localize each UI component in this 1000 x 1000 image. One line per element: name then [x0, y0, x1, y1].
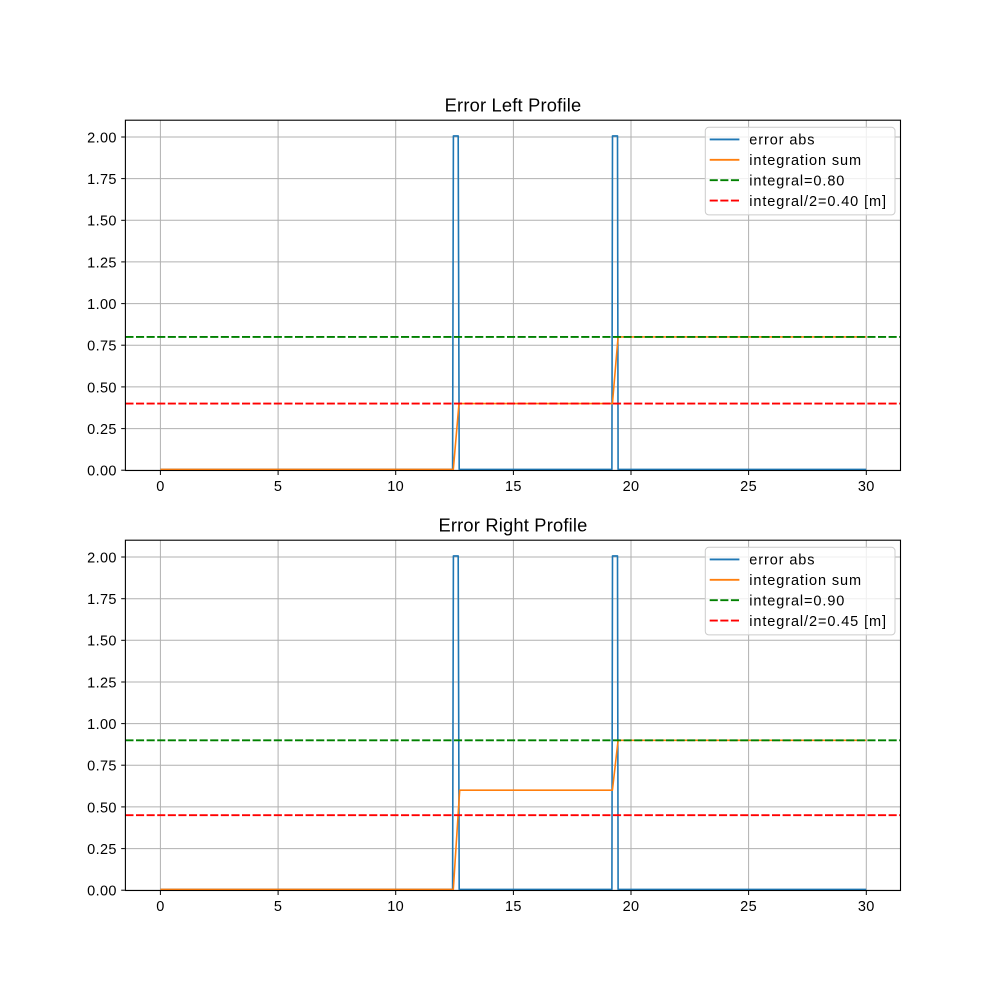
svg-text:0: 0 [156, 479, 164, 495]
svg-text:1.25: 1.25 [87, 255, 117, 271]
svg-text:2.00: 2.00 [87, 130, 117, 146]
svg-text:integration sum: integration sum [749, 153, 862, 169]
svg-text:5: 5 [274, 479, 282, 495]
svg-text:0.00: 0.00 [87, 884, 117, 900]
svg-text:error abs: error abs [749, 133, 815, 149]
svg-text:integral/2=0.45 [m]: integral/2=0.45 [m] [749, 614, 887, 630]
svg-text:integral/2=0.40 [m]: integral/2=0.40 [m] [749, 194, 887, 210]
svg-text:integration sum: integration sum [749, 573, 862, 589]
svg-text:0.50: 0.50 [87, 380, 117, 396]
svg-text:10: 10 [387, 479, 404, 495]
svg-text:1.50: 1.50 [87, 634, 117, 650]
svg-text:10: 10 [387, 899, 404, 915]
svg-text:5: 5 [274, 899, 282, 915]
svg-text:1.50: 1.50 [87, 214, 117, 230]
svg-text:1.25: 1.25 [87, 675, 117, 691]
svg-text:25: 25 [740, 899, 757, 915]
svg-text:30: 30 [858, 899, 875, 915]
svg-text:error abs: error abs [749, 553, 815, 569]
svg-text:1.75: 1.75 [87, 592, 117, 608]
svg-text:0.25: 0.25 [87, 422, 117, 438]
svg-text:0.00: 0.00 [87, 464, 117, 480]
svg-text:integral=0.90: integral=0.90 [749, 593, 845, 609]
svg-text:2.00: 2.00 [87, 550, 117, 566]
svg-text:15: 15 [505, 899, 522, 915]
svg-text:1.75: 1.75 [87, 172, 117, 188]
svg-text:0: 0 [156, 899, 164, 915]
svg-text:25: 25 [740, 479, 757, 495]
svg-text:0.75: 0.75 [87, 339, 117, 355]
svg-text:20: 20 [623, 479, 640, 495]
svg-text:1.00: 1.00 [87, 297, 117, 313]
svg-text:30: 30 [858, 479, 875, 495]
svg-text:15: 15 [505, 479, 522, 495]
svg-text:0.50: 0.50 [87, 800, 117, 816]
svg-text:0.75: 0.75 [87, 759, 117, 775]
svg-text:Error Right Profile: Error Right Profile [438, 514, 587, 535]
svg-text:0.25: 0.25 [87, 842, 117, 858]
svg-text:1.00: 1.00 [87, 717, 117, 733]
svg-text:Error Left Profile: Error Left Profile [445, 94, 582, 115]
svg-text:integral=0.80: integral=0.80 [749, 173, 845, 189]
svg-text:20: 20 [623, 899, 640, 915]
